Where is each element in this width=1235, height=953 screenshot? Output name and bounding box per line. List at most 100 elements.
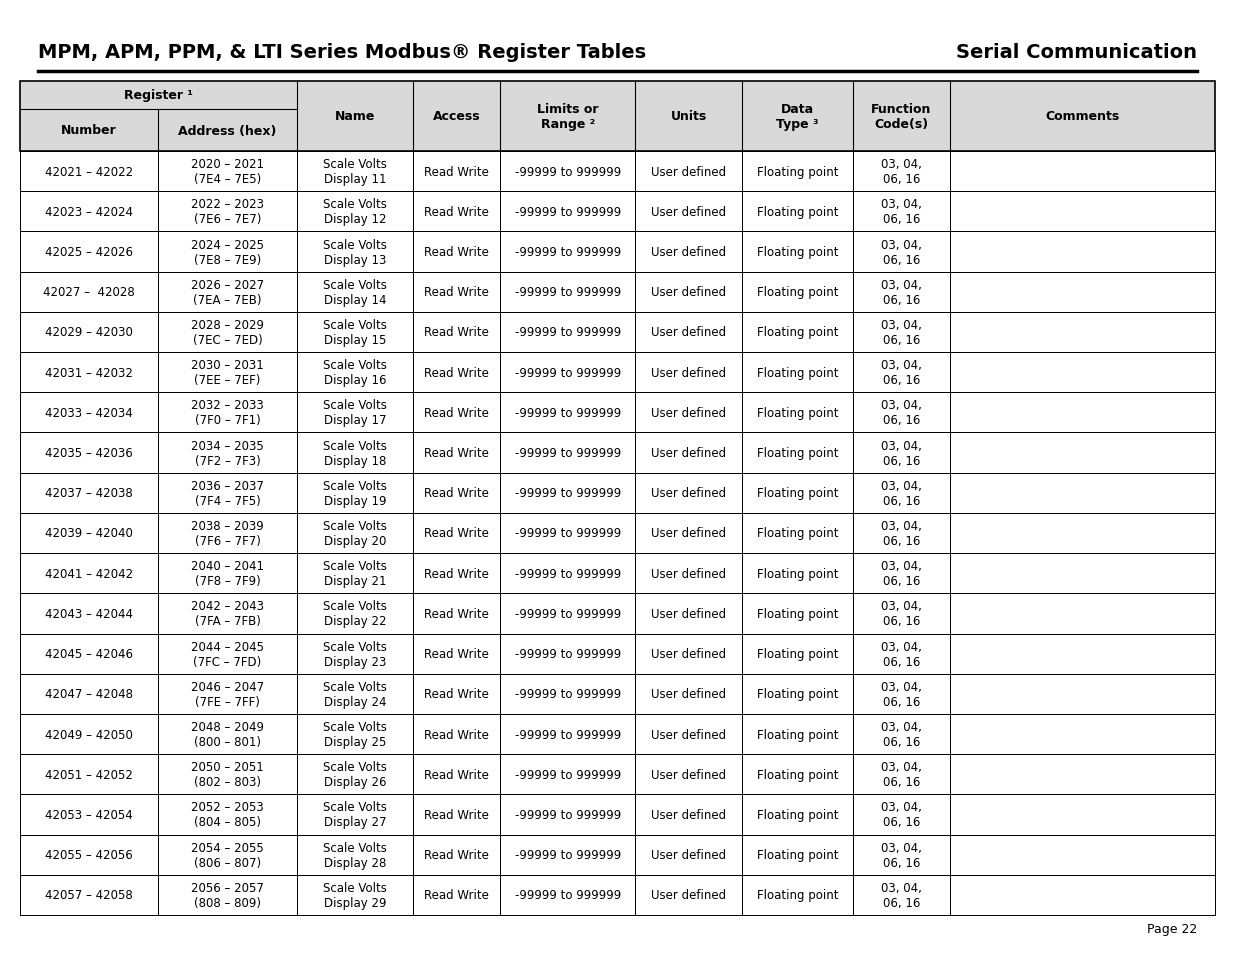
Bar [412,554,500,594]
Text: User defined: User defined [651,166,726,178]
Bar [20,875,158,915]
Bar [853,514,950,554]
Bar [853,273,950,313]
Bar [412,514,500,554]
Bar [20,82,1215,152]
Bar [500,273,635,313]
Bar [742,594,853,634]
Text: -99999 to 999999: -99999 to 999999 [515,366,621,379]
Bar [950,875,1215,915]
Text: 42031 – 42032: 42031 – 42032 [46,366,133,379]
Text: Read Write: Read Write [424,206,489,218]
Text: 03, 04,
06, 16: 03, 04, 06, 16 [881,198,923,226]
Text: Floating point: Floating point [757,888,839,902]
Bar [853,594,950,634]
Bar [20,313,158,353]
Bar [412,594,500,634]
Bar [500,714,635,755]
Text: 2044 – 2045
(7FC – 7FD): 2044 – 2045 (7FC – 7FD) [191,640,264,668]
Text: Serial Communication: Serial Communication [956,43,1197,61]
Text: Scale Volts
Display 16: Scale Volts Display 16 [322,358,387,387]
Bar [296,313,412,353]
Bar [158,393,296,433]
Text: 2028 – 2029
(7EC – 7ED): 2028 – 2029 (7EC – 7ED) [191,318,264,347]
Text: -99999 to 999999: -99999 to 999999 [515,808,621,821]
Bar [500,634,635,674]
Bar [158,835,296,875]
Text: 03, 04,
06, 16: 03, 04, 06, 16 [881,640,923,668]
Text: Floating point: Floating point [757,567,839,580]
Bar [635,714,742,755]
Text: 2036 – 2037
(7F4 – 7F5): 2036 – 2037 (7F4 – 7F5) [191,479,264,507]
Text: 03, 04,
06, 16: 03, 04, 06, 16 [881,399,923,427]
Text: 2034 – 2035
(7F2 – 7F3): 2034 – 2035 (7F2 – 7F3) [191,439,264,467]
Bar [950,353,1215,393]
Text: -99999 to 999999: -99999 to 999999 [515,246,621,259]
Bar [742,554,853,594]
Bar [950,393,1215,433]
Bar [296,192,412,233]
Text: User defined: User defined [651,406,726,419]
Text: Scale Volts
Display 26: Scale Volts Display 26 [322,760,387,788]
Text: -99999 to 999999: -99999 to 999999 [515,447,621,459]
Bar [296,634,412,674]
Bar [296,514,412,554]
Bar [635,474,742,514]
Text: Scale Volts
Display 15: Scale Volts Display 15 [322,318,387,347]
Bar [635,433,742,474]
Text: -99999 to 999999: -99999 to 999999 [515,166,621,178]
Bar [20,273,158,313]
Bar [20,674,158,714]
Bar [412,152,500,192]
Text: -99999 to 999999: -99999 to 999999 [515,768,621,781]
Bar [412,875,500,915]
Bar [853,313,950,353]
Text: Floating point: Floating point [757,808,839,821]
Bar [853,353,950,393]
Bar [158,714,296,755]
Text: 03, 04,
06, 16: 03, 04, 06, 16 [881,559,923,588]
Bar [950,835,1215,875]
Bar [635,273,742,313]
Bar [853,393,950,433]
Text: Scale Volts
Display 17: Scale Volts Display 17 [322,399,387,427]
Bar [500,192,635,233]
Bar [500,474,635,514]
Bar [853,393,950,433]
Bar [158,634,296,674]
Bar [412,554,500,594]
Bar [742,755,853,795]
Bar [742,795,853,835]
Bar [296,152,412,192]
Bar [635,554,742,594]
Text: Read Write: Read Write [424,246,489,259]
Bar [296,674,412,714]
Bar [412,353,500,393]
Text: Scale Volts
Display 27: Scale Volts Display 27 [322,801,387,828]
Bar [742,353,853,393]
Bar [853,152,950,192]
Bar [742,353,853,393]
Text: -99999 to 999999: -99999 to 999999 [515,406,621,419]
Text: 2022 – 2023
(7E6 – 7E7): 2022 – 2023 (7E6 – 7E7) [191,198,264,226]
Text: Floating point: Floating point [757,728,839,740]
Text: User defined: User defined [651,447,726,459]
Bar [635,474,742,514]
Bar [635,554,742,594]
Bar [296,433,412,474]
Bar [950,714,1215,755]
Bar [853,152,950,192]
Bar [853,674,950,714]
Bar [635,674,742,714]
Text: 2026 – 2027
(7EA – 7EB): 2026 – 2027 (7EA – 7EB) [191,278,264,307]
Bar [500,755,635,795]
Text: User defined: User defined [651,286,726,299]
Bar [950,514,1215,554]
Text: 42043 – 42044: 42043 – 42044 [46,607,133,620]
Bar [158,474,296,514]
Bar [742,514,853,554]
Bar [742,433,853,474]
Bar [742,674,853,714]
Bar [500,714,635,755]
Bar [500,433,635,474]
